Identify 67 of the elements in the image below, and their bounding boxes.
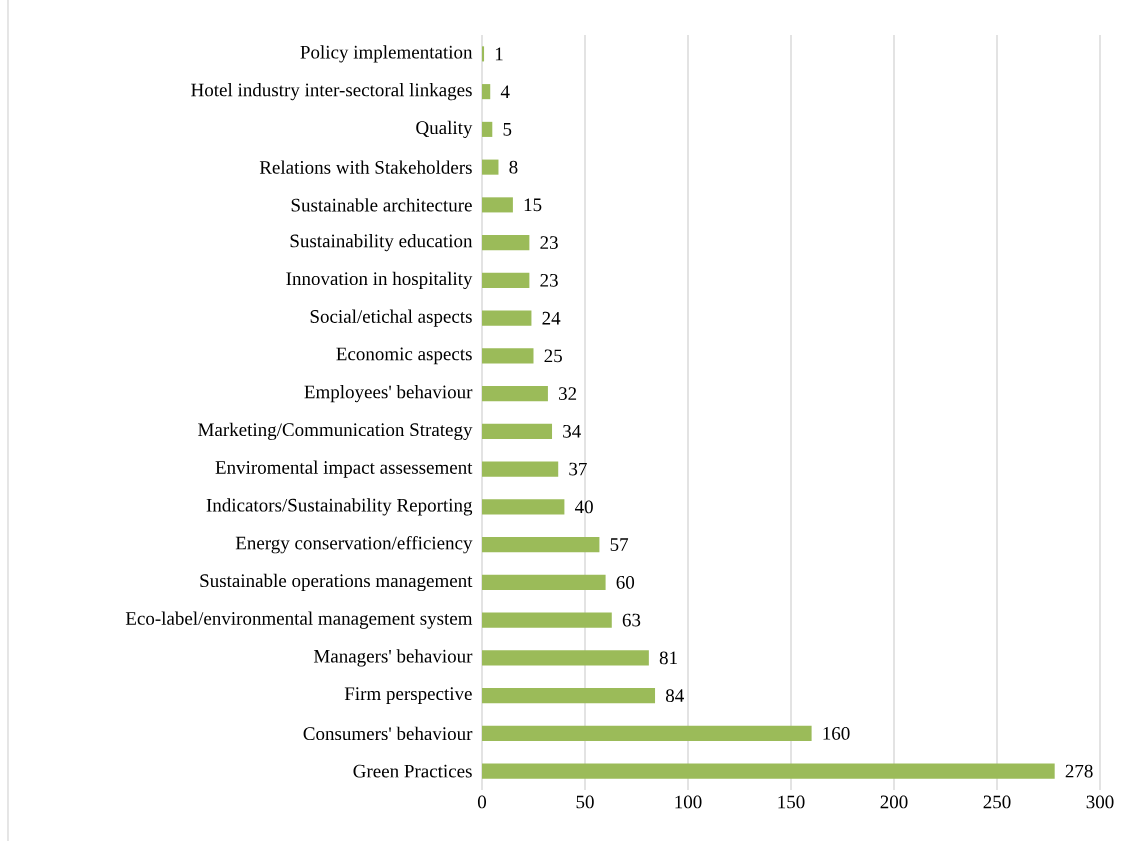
bar — [482, 461, 559, 477]
data-label: 34 — [563, 425, 581, 438]
y-tick-label: Innovation in hospitality — [286, 271, 473, 290]
y-tick-label: Sustainable architecture — [291, 198, 472, 212]
y-tick-label: Eco-label/environmental management system — [125, 611, 473, 629]
data-label: 63 — [622, 613, 641, 627]
bar — [482, 537, 600, 553]
y-tick-label: Managers' behaviour — [313, 649, 473, 667]
bar — [482, 159, 499, 175]
data-label: 8 — [509, 160, 518, 174]
data-label: 57 — [610, 538, 629, 551]
data-label: 60 — [616, 575, 635, 589]
y-tick-label: Green Practices — [353, 764, 472, 778]
x-tick-label: 300 — [1086, 795, 1114, 809]
bar — [482, 574, 606, 590]
y-tick-label: Policy implementation — [300, 45, 473, 63]
bar — [482, 650, 649, 666]
data-label: 37 — [569, 462, 587, 476]
y-tick-label: Economic aspects — [336, 347, 472, 365]
y-tick-label: Sustainability education — [290, 234, 473, 252]
y-tick-label: Social/etichal aspects — [310, 309, 472, 327]
y-tick-label: Energy conservation/efficiency — [235, 535, 473, 554]
data-label: 160 — [823, 726, 850, 740]
bar — [482, 763, 1055, 779]
x-tick-label: 250 — [983, 795, 1011, 809]
data-label: 23 — [540, 236, 558, 250]
bar — [482, 197, 513, 213]
data-label: 278 — [1065, 764, 1093, 778]
bar — [482, 348, 534, 364]
bar — [482, 725, 812, 741]
x-tick-label: 100 — [675, 795, 702, 809]
y-tick-label: Sustainable operations management — [200, 573, 473, 592]
y-tick-label: Firm perspective — [344, 687, 472, 704]
data-label: 40 — [574, 500, 593, 514]
data-label: 23 — [540, 274, 558, 287]
y-tick-label: Quality — [416, 120, 473, 139]
bar — [482, 612, 612, 628]
data-label: 15 — [524, 198, 542, 212]
y-tick-label: Hotel industry inter-sectoral linkages — [191, 82, 472, 101]
data-label: 25 — [544, 349, 562, 363]
bar — [482, 84, 491, 100]
bar — [482, 235, 530, 251]
data-label: 4 — [500, 85, 510, 98]
y-tick-label: Enviromental impact assessement — [215, 460, 473, 478]
data-label: 32 — [559, 387, 577, 401]
bar — [482, 688, 656, 704]
data-label: 1 — [495, 47, 503, 61]
y-tick-label: Consumers' behaviour — [303, 726, 473, 741]
bar — [482, 423, 553, 439]
data-label: 24 — [542, 311, 561, 325]
bar — [482, 121, 493, 137]
x-tick-label: 0 — [477, 795, 487, 809]
y-tick-label: Relations with Stakeholders — [259, 160, 472, 174]
bar — [482, 272, 530, 288]
bar — [482, 310, 532, 326]
x-tick-label: 150 — [778, 795, 805, 809]
data-label: 5 — [503, 123, 512, 136]
bar — [482, 499, 565, 515]
x-tick-label: 200 — [880, 795, 908, 809]
y-tick-label: Indicators/Sustainability Reporting — [206, 498, 473, 516]
data-label: 81 — [659, 651, 677, 665]
bar — [482, 386, 548, 402]
data-label: 84 — [665, 689, 684, 703]
bar — [482, 46, 485, 62]
y-tick-label: Marketing/Communication Strategy — [198, 422, 473, 441]
y-tick-label: Employees' behaviour — [304, 385, 473, 403]
x-tick-label: 50 — [576, 795, 594, 809]
